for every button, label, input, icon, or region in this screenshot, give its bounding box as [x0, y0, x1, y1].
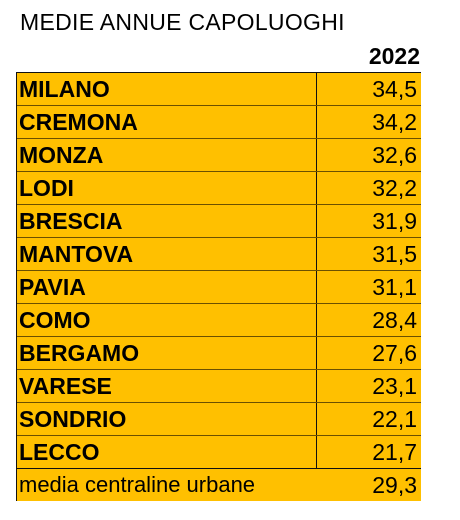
city-name: LODI	[17, 172, 317, 204]
table-row: MONZA 32,6	[17, 138, 421, 171]
annual-average-value: 28,4	[372, 306, 417, 333]
annual-average-value: 31,5	[372, 240, 417, 267]
table-row: BRESCIA 31,9	[17, 204, 421, 237]
city-name: MONZA	[17, 139, 317, 171]
summary-value: 29,3	[372, 471, 417, 498]
city-name: PAVIA	[17, 271, 317, 303]
annual-average-value: 27,6	[372, 339, 417, 366]
annual-average-value: 23,1	[372, 372, 417, 399]
table-row: COMO 28,4	[17, 303, 421, 336]
annual-average-value: 21,7	[372, 438, 417, 465]
annual-average-value: 32,2	[372, 174, 417, 201]
table-row: BERGAMO 27,6	[17, 336, 421, 369]
table-row: MANTOVA 31,5	[17, 237, 421, 270]
city-name: CREMONA	[17, 106, 317, 138]
table-row: LECCO 21,7	[17, 435, 421, 468]
annual-average-value: 22,1	[372, 405, 417, 432]
city-name: SONDRIO	[17, 403, 317, 435]
city-name: MANTOVA	[17, 238, 317, 270]
table-row: PAVIA 31,1	[17, 270, 421, 303]
annual-average-value: 34,2	[372, 108, 417, 135]
city-name: MILANO	[17, 73, 317, 105]
city-name: COMO	[17, 304, 317, 336]
annual-average-value: 32,6	[372, 141, 417, 168]
table-row: MILANO 34,5	[17, 72, 421, 105]
annual-average-value: 31,1	[372, 273, 417, 300]
annual-average-value: 31,9	[372, 207, 417, 234]
year-header: 2022	[368, 43, 420, 69]
averages-table: MILANO 34,5 CREMONA 34,2 MONZA 32,6 LODI…	[16, 72, 421, 501]
table-row: SONDRIO 22,1	[17, 402, 421, 435]
city-name: LECCO	[17, 436, 317, 468]
city-name: VARESE	[17, 370, 317, 402]
city-name: BRESCIA	[17, 205, 317, 237]
table-row: VARESE 23,1	[17, 369, 421, 402]
summary-row: media centraline urbane 29,3	[17, 468, 421, 501]
table-row: LODI 32,2	[17, 171, 421, 204]
table-title: MEDIE ANNUE CAPOLUOGHI	[20, 9, 345, 35]
summary-label: media centraline urbane	[19, 472, 256, 497]
table-row: CREMONA 34,2	[17, 105, 421, 138]
annual-average-value: 34,5	[372, 75, 417, 102]
city-name: BERGAMO	[17, 337, 317, 369]
